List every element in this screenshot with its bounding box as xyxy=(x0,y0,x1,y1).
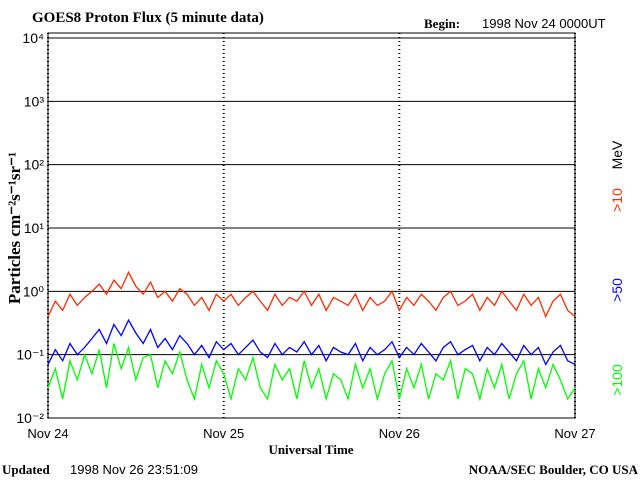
y-tick-label: 10⁻² xyxy=(16,410,44,426)
x-axis-label: Universal Time xyxy=(268,442,353,457)
y-tick-label: 10⁻¹ xyxy=(16,347,44,363)
series-line xyxy=(47,343,576,402)
y-tick-label: 10⁴ xyxy=(22,30,44,46)
y-tick-label: 10¹ xyxy=(24,220,45,236)
series-line xyxy=(47,270,576,319)
y-tick-label: 10² xyxy=(24,157,45,173)
updated-date: 1998 Nov 26 23:51:09 xyxy=(70,462,198,477)
x-tick-label: Nov 25 xyxy=(203,426,244,441)
credit: NOAA/SEC Boulder, CO USA xyxy=(469,462,639,477)
legend-unit: MeV xyxy=(609,140,625,169)
chart-title: GOES8 Proton Flux (5 minute data) xyxy=(32,10,264,26)
legend-label: >10 xyxy=(609,188,625,212)
series-line xyxy=(47,318,576,366)
begin-label: Begin: xyxy=(424,16,460,31)
updated-label: Updated xyxy=(2,462,50,477)
plot-frame xyxy=(47,32,576,419)
y-tick-label: 10³ xyxy=(24,93,45,109)
y-axis-label: Particles cm⁻²s⁻¹sr⁻¹ xyxy=(5,152,24,304)
x-tick-label: Nov 26 xyxy=(379,426,420,441)
legend-label: >50 xyxy=(609,278,625,302)
begin-date: 1998 Nov 24 0000UT xyxy=(482,16,606,31)
y-tick-label: 10⁰ xyxy=(23,283,45,299)
x-tick-label: Nov 24 xyxy=(27,426,68,441)
legend-label: >100 xyxy=(609,364,625,396)
x-tick-label: Nov 27 xyxy=(554,426,595,441)
